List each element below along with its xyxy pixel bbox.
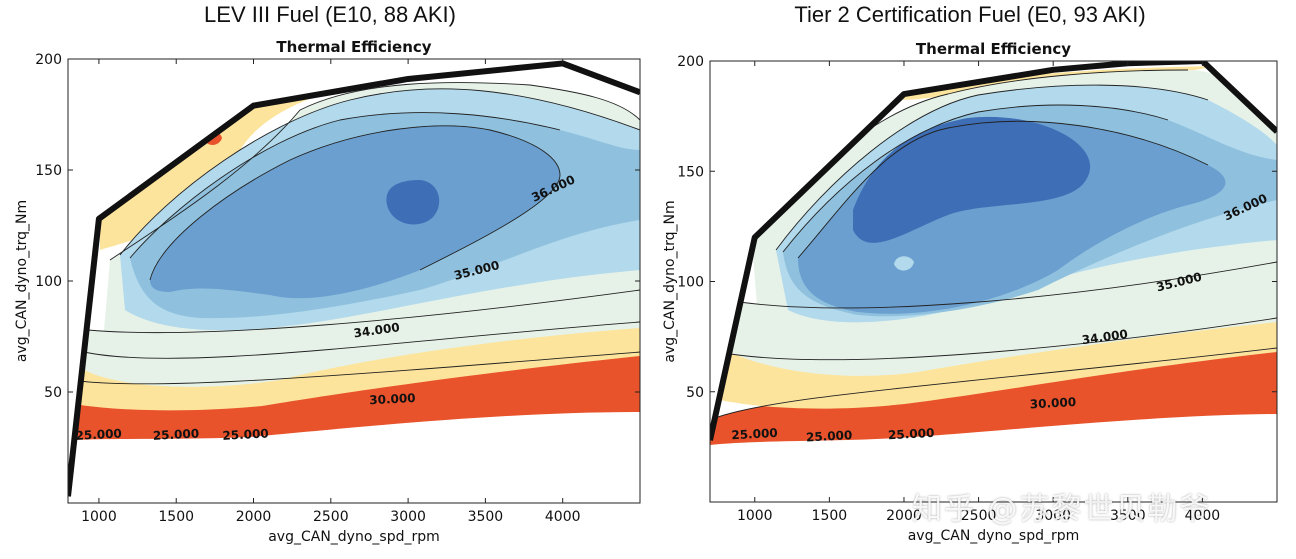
contour-line-3 (725, 261, 1277, 309)
efficiency-region-9 (853, 116, 1091, 243)
x-tick-label: 2500 (313, 509, 349, 525)
panel-title-tier2: Tier 2 Certification Fuel (E0, 93 AKI) (794, 2, 1146, 27)
x-tick-label: 1000 (81, 509, 117, 525)
contour-label: 25.000 (153, 426, 200, 442)
contour-label: 30.000 (369, 391, 416, 407)
x-tick-label: 2000 (236, 509, 272, 525)
contour-line-2 (83, 321, 640, 359)
y-tick-label: 50 (686, 385, 704, 401)
efficiency-region-9 (150, 125, 560, 299)
efficiency-region-2 (718, 318, 1277, 409)
y-axis-label: avg_CAN_dyno_trq_Nm (662, 200, 678, 362)
contour-chart-tier2: 25.000 25.000 25.00030.00034.00035.00036.0… (662, 40, 1278, 544)
x-tick-label: 4000 (1185, 508, 1221, 524)
panel-title-lev3: LEV III Fuel (E10, 88 AKI) (204, 2, 456, 27)
y-tick-label: 100 (35, 274, 62, 290)
x-axis-label: avg_CAN_dyno_spd_rpm (908, 528, 1080, 544)
x-tick-label: 2000 (886, 508, 922, 524)
x-tick-label: 4000 (545, 509, 581, 525)
contour-line-3 (87, 289, 640, 334)
contour-line-2 (717, 317, 1277, 361)
contour-line-5 (775, 84, 1209, 251)
contour-line-7 (149, 125, 561, 281)
contour-label: 25.000 (731, 426, 778, 442)
x-tick-label: 1500 (812, 508, 848, 524)
max-torque-boundary-line (68, 60, 640, 497)
efficiency-region-10 (386, 180, 440, 225)
y-tick-label: 150 (35, 163, 62, 179)
contour-line-6 (129, 112, 561, 259)
x-tick-label: 3000 (1035, 508, 1071, 524)
outside-boundary-mask (68, 59, 640, 497)
efficiency-region-10 (894, 256, 914, 271)
contour-line-group (710, 69, 1277, 421)
x-tick-label: 3500 (468, 509, 504, 525)
y-tick-label: 200 (35, 52, 62, 68)
watermark-text: 知乎 @苏黎世贝勒爷 (912, 492, 1212, 527)
contour-line-4 (109, 82, 640, 261)
x-tick-label: 1000 (737, 508, 773, 524)
contour-line-5 (119, 88, 640, 256)
y-tick-label: 50 (44, 385, 62, 401)
outside-boundary-mask (710, 61, 1277, 441)
x-tick-label: 3500 (1110, 508, 1146, 524)
efficiency-region-1 (710, 348, 1277, 445)
contour-label: 25.000 (888, 426, 935, 442)
contour-label: 30.000 (1029, 395, 1076, 411)
y-tick-label: 200 (677, 54, 704, 70)
x-tick-label: 2500 (961, 508, 997, 524)
efficiency-fill-group (72, 82, 640, 440)
contour-label: 25.000 (806, 428, 853, 444)
contour-chart-lev3: 25.000 25.000 25.00030.00034.00035.00036.0… (14, 38, 641, 545)
chart-title: Thermal Efficiency (276, 38, 431, 56)
x-tick-label: 3000 (390, 509, 426, 525)
contour-label: 25.000 (222, 426, 269, 442)
contour-line-group (71, 82, 640, 385)
max-torque-boundary-line (710, 61, 1277, 441)
chart-panel-tier2: Tier 2 Certification Fuel (E0, 93 AKI) 2… (648, 0, 1296, 559)
contour-label: 34.000 (1081, 327, 1129, 347)
efficiency-region-3 (84, 290, 640, 387)
chart-title: Thermal Efficiency (916, 40, 1071, 58)
chart-panel-lev3: LEV III Fuel (E10, 88 AKI) 25.000 25.000 2… (14, 2, 641, 545)
x-axis-label: avg_CAN_dyno_spd_rpm (268, 529, 440, 545)
contour-line-1 (71, 351, 640, 385)
contour-label: 25.000 (75, 426, 122, 442)
contour-line-1 (710, 347, 1277, 421)
y-tick-label: 100 (677, 275, 704, 291)
efficiency-region-1 (72, 352, 640, 440)
contour-label: 34.000 (353, 320, 401, 340)
contour-line-6 (782, 104, 1169, 253)
y-tick-label: 150 (677, 164, 704, 180)
x-tick-label: 1500 (158, 509, 194, 525)
efficiency-fill-group (710, 66, 1277, 445)
contour-line-7 (797, 120, 1209, 259)
efficiency-region-2 (80, 322, 640, 411)
y-axis-label: avg_CAN_dyno_trq_Nm (14, 200, 30, 362)
